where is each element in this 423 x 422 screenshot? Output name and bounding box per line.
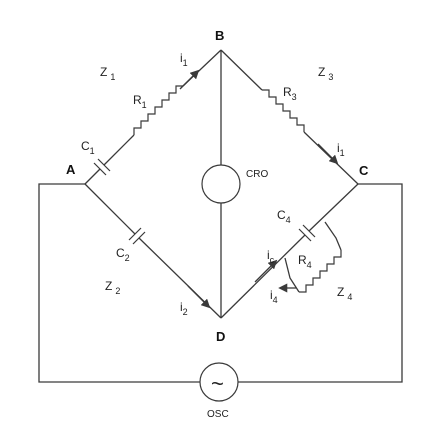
r3-label: R3 bbox=[283, 85, 297, 102]
current-arrow-i1-right bbox=[317, 143, 339, 165]
i4-label: i4 bbox=[270, 288, 278, 305]
osc-tilde-icon: ~ bbox=[211, 371, 224, 396]
cro-label: CRO bbox=[246, 169, 268, 180]
current-arrow-i2 bbox=[187, 285, 211, 309]
osc-label: OSC bbox=[207, 409, 229, 420]
r4-label: R4 bbox=[298, 253, 312, 270]
wire-r4-branch bbox=[284, 257, 300, 293]
node-b-label: B bbox=[215, 28, 224, 43]
arm-b-c bbox=[220, 49, 359, 185]
c2-label: C2 bbox=[116, 246, 130, 263]
arm-a-b bbox=[84, 49, 222, 185]
wire-a-osc bbox=[38, 183, 200, 383]
resistor-r1-symbol bbox=[133, 85, 183, 135]
wire-c1-r1 bbox=[103, 134, 135, 166]
wire-r4-top bbox=[324, 221, 342, 251]
ic-label: ic bbox=[267, 248, 275, 265]
node-a-label: A bbox=[66, 162, 76, 177]
wire-b-r3 bbox=[220, 49, 263, 91]
osc-symbol bbox=[199, 362, 239, 402]
cro-symbol bbox=[201, 164, 241, 204]
arm-a-d bbox=[84, 183, 222, 319]
wire-c-osc bbox=[238, 183, 403, 383]
resistor-r3-symbol bbox=[262, 89, 305, 132]
node-c-label: C bbox=[359, 163, 369, 178]
wire-d-c4 bbox=[220, 234, 306, 319]
i1-left-label: i1 bbox=[180, 51, 188, 68]
wire-r3-c bbox=[303, 131, 359, 185]
i2-label: i2 bbox=[180, 300, 188, 317]
detector-branch bbox=[201, 50, 241, 318]
r1-label: R1 bbox=[133, 93, 147, 110]
arm-d-c bbox=[220, 183, 359, 319]
wire-a-c2 bbox=[84, 183, 136, 235]
node-d-label: D bbox=[216, 329, 225, 344]
source-loop bbox=[38, 183, 403, 402]
c1-label: C1 bbox=[81, 139, 95, 156]
resistor-r4-symbol bbox=[299, 250, 342, 293]
wire-a-c1 bbox=[84, 168, 101, 185]
i1-right-label: i1 bbox=[337, 141, 345, 158]
wire-c4-c bbox=[308, 183, 359, 232]
c4-label: C4 bbox=[277, 208, 291, 225]
current-arrow-i1-left bbox=[179, 69, 200, 90]
current-arrow-ic bbox=[254, 259, 278, 283]
